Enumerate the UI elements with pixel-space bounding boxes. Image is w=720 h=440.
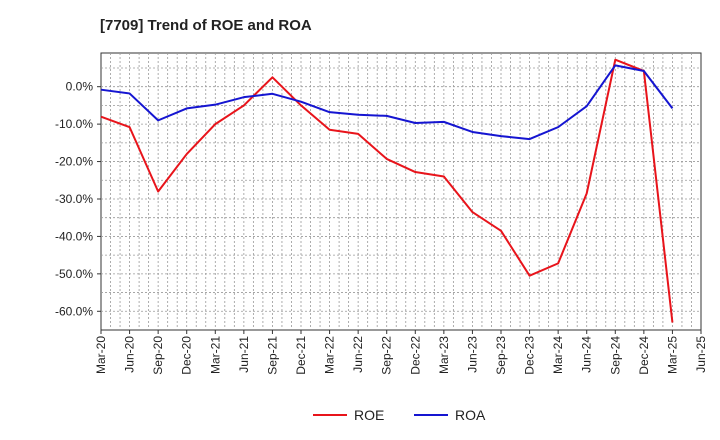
- y-tick-label: -20.0%: [55, 155, 93, 169]
- x-tick-label: Dec-20: [180, 336, 194, 375]
- x-tick-label: Mar-23: [437, 336, 451, 374]
- x-tick-label: Sep-24: [608, 336, 622, 375]
- y-tick-label: -30.0%: [55, 192, 93, 206]
- x-tick-label: Sep-20: [151, 336, 165, 375]
- y-tick-label: -40.0%: [55, 229, 93, 243]
- x-tick-label: Mar-20: [94, 336, 108, 374]
- x-tick-label: Jun-22: [351, 336, 365, 373]
- x-axis-ticks: Mar-20 Jun-20 Sep-20 Dec-20 Mar-21 Jun-21 Sep-…: [94, 330, 708, 375]
- x-tick-label: Jun-25: [694, 336, 708, 373]
- x-tick-label: Jun-21: [237, 336, 251, 373]
- legend-label-roe: ROE: [354, 407, 384, 423]
- x-tick-label: Dec-24: [637, 336, 651, 375]
- y-tick-label: -10.0%: [55, 117, 93, 131]
- series-line-roe: [100, 58, 674, 323]
- x-tick-label: Mar-24: [551, 336, 565, 374]
- x-tick-label: Jun-24: [580, 336, 594, 373]
- x-tick-label: Dec-22: [408, 336, 422, 375]
- y-tick-label: -50.0%: [55, 267, 93, 281]
- x-tick-label: Sep-22: [380, 336, 394, 375]
- x-tick-label: Jun-20: [123, 336, 137, 373]
- x-tick-label: Sep-21: [265, 336, 279, 375]
- chart-title: [7709] Trend of ROE and ROA: [100, 17, 312, 34]
- x-tick-label: Mar-25: [665, 336, 679, 374]
- legend-label-roa: ROA: [455, 407, 486, 423]
- x-tick-label: Jun-23: [465, 336, 479, 373]
- y-tick-label: 0.0%: [66, 80, 94, 94]
- x-tick-label: Mar-22: [323, 336, 337, 374]
- x-tick-label: Dec-21: [294, 336, 308, 375]
- x-tick-label: Sep-23: [494, 336, 508, 375]
- x-tick-label: Dec-23: [523, 336, 537, 375]
- x-tick-label: Mar-21: [208, 336, 222, 374]
- legend: ROE ROA: [313, 407, 486, 423]
- series-lines: [100, 58, 674, 323]
- y-tick-label: -60.0%: [55, 304, 93, 318]
- plot-area: [100, 52, 702, 331]
- series-line-roa: [100, 64, 674, 141]
- y-axis-ticks: 0.0% -10.0% -20.0% -30.0% -40.0% -50.0% -60.0%: [55, 80, 101, 318]
- plot-frame: [100, 52, 702, 331]
